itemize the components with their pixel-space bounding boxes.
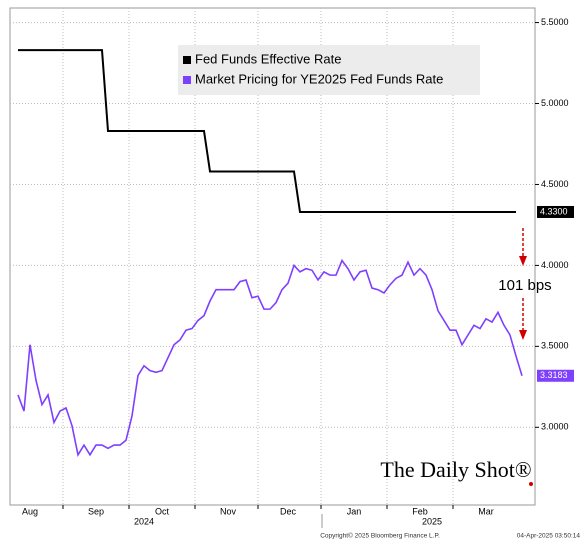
series-line [18,49,516,213]
y-tick-label: 3.5000 [541,341,569,351]
x-tick-label: Aug [22,506,38,516]
arrows [519,228,527,340]
y-tick-label: 4.0000 [541,260,569,270]
annotation: 101 bps [498,277,551,294]
series-line [17,258,523,457]
x-tick-label: Dec [280,506,297,516]
watermark: The Daily Shot® [380,457,531,482]
grid [10,8,535,505]
y-tick-label: 5.0000 [541,98,569,108]
x-tick-label: Mar [478,506,494,516]
end-label-box [537,369,574,382]
copyright: Copyright© 2025 Bloomberg Finance L.P. [320,532,440,540]
timestamp: 04-Apr-2025 03:50:14 [517,533,581,540]
x-group-label: 2025 [422,516,442,526]
y-tick-label: 5.5000 [541,17,569,27]
legend-box [178,45,480,95]
logo-dot [529,482,533,486]
end-label: 3.3183 [540,370,568,380]
legend-swatch [183,56,191,64]
end-label-box [537,205,574,218]
x-tick-label: Jan [347,506,362,516]
x-group-label: 2024 [134,516,154,526]
x-tick-label: Feb [412,506,428,516]
x-tick-label: Oct [155,506,170,516]
x-tick-label: Nov [220,506,237,516]
arrow-head [519,256,527,266]
y-tick-label: 4.5000 [541,179,569,189]
y-tick-label: 3.0000 [541,422,569,432]
legend-swatch [183,76,191,84]
end-label: 4.3300 [540,206,568,216]
x-tick-label: Sep [88,506,104,516]
legend-label: Market Pricing for YE2025 Fed Funds Rate [195,71,443,86]
arrow-head [519,330,527,340]
legend-label: Fed Funds Effective Rate [195,51,341,66]
